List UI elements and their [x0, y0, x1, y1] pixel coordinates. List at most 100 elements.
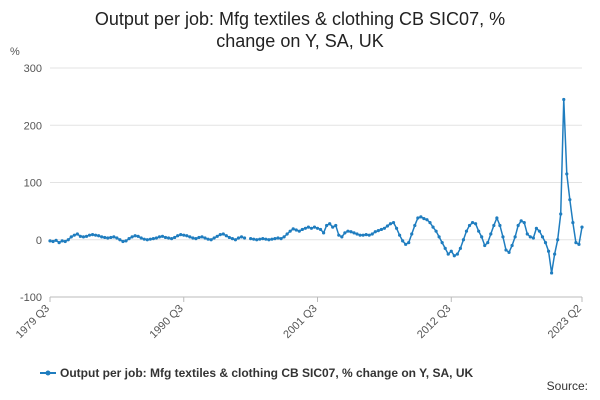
data-point [416, 216, 420, 220]
data-point [142, 237, 146, 241]
data-point [510, 243, 514, 248]
data-point [291, 227, 295, 231]
data-point [69, 235, 73, 239]
legend-marker [45, 370, 51, 376]
data-point [315, 226, 320, 230]
data-point [407, 241, 411, 245]
data-point [115, 236, 119, 240]
data-point [525, 232, 529, 236]
data-point [185, 234, 189, 238]
x-tick-label: 1990 Q3 [148, 303, 186, 341]
data-point [90, 232, 95, 237]
data-point [270, 237, 274, 241]
data-point [325, 223, 329, 228]
data-point [550, 271, 554, 275]
data-point [118, 238, 122, 242]
data-point [474, 222, 478, 226]
data-point [218, 232, 222, 237]
data-point [288, 229, 292, 233]
data-point [540, 235, 545, 239]
data-point [382, 226, 386, 230]
data-point [252, 237, 256, 241]
data-point [151, 237, 155, 241]
data-point [221, 232, 225, 236]
data-point [331, 225, 335, 229]
data-point [170, 237, 174, 241]
data-point [434, 229, 438, 233]
data-point [513, 235, 517, 239]
data-point [72, 233, 76, 237]
data-point [127, 237, 131, 241]
data-point [81, 235, 86, 239]
data-point [179, 232, 183, 237]
data-point [303, 226, 307, 230]
data-point [446, 252, 450, 256]
data-point [501, 235, 505, 239]
data-point [565, 172, 569, 176]
data-point [94, 233, 98, 237]
data-point [51, 239, 55, 244]
data-point [300, 227, 304, 232]
data-point [385, 224, 390, 228]
y-axis-label: % [10, 46, 20, 58]
data-point [145, 238, 149, 242]
data-point [546, 249, 551, 253]
data-point [556, 238, 560, 242]
x-tick-label: 1979 Q3 [14, 303, 52, 341]
data-point [60, 239, 64, 243]
data-point [498, 223, 502, 228]
data-point [261, 237, 265, 241]
data-point [130, 235, 134, 239]
data-point [428, 220, 432, 225]
data-point [328, 222, 332, 226]
data-point [458, 246, 462, 250]
data-point [109, 235, 113, 240]
data-point [431, 225, 435, 229]
data-point [166, 236, 171, 240]
data-point [346, 229, 350, 233]
data-point [249, 237, 253, 241]
data-point [355, 232, 359, 236]
data-point [388, 222, 393, 226]
data-point [519, 219, 523, 223]
data-point [352, 231, 356, 235]
chart-title: Output per job: Mfg textiles & clothing … [0, 8, 600, 52]
data-point [57, 241, 61, 245]
data-point [230, 237, 234, 241]
y-tick-label: 0 [36, 235, 42, 247]
data-point [364, 232, 368, 237]
data-point [401, 239, 405, 243]
data-point [139, 236, 143, 240]
data-point [391, 220, 396, 225]
data-point [176, 234, 180, 238]
data-point [467, 223, 472, 228]
data-point [200, 235, 204, 239]
data-point [343, 231, 347, 235]
data-point [322, 231, 326, 235]
data-point [54, 238, 58, 242]
data-point [209, 238, 213, 242]
title-text: Output per job: Mfg textiles & clothing … [94, 9, 506, 51]
data-point [148, 237, 152, 241]
data-point [483, 243, 487, 248]
data-point [480, 235, 484, 239]
data-point [504, 248, 508, 252]
source: Source: [547, 379, 588, 393]
data-point [48, 239, 52, 243]
data-point [522, 220, 526, 225]
data-point [376, 228, 380, 233]
data-point [562, 97, 566, 102]
data-point [294, 228, 298, 232]
data-point [577, 242, 581, 246]
data-point [160, 234, 165, 238]
data-point [309, 226, 314, 230]
x-tick-label: 2012 Q3 [415, 303, 453, 341]
data-point [66, 238, 70, 242]
data-point [425, 218, 429, 222]
data-point [568, 198, 572, 202]
data-point [543, 241, 548, 245]
data-point [224, 234, 228, 238]
x-tick-label: 2023 Q2 [546, 303, 584, 341]
data-point [97, 234, 101, 238]
